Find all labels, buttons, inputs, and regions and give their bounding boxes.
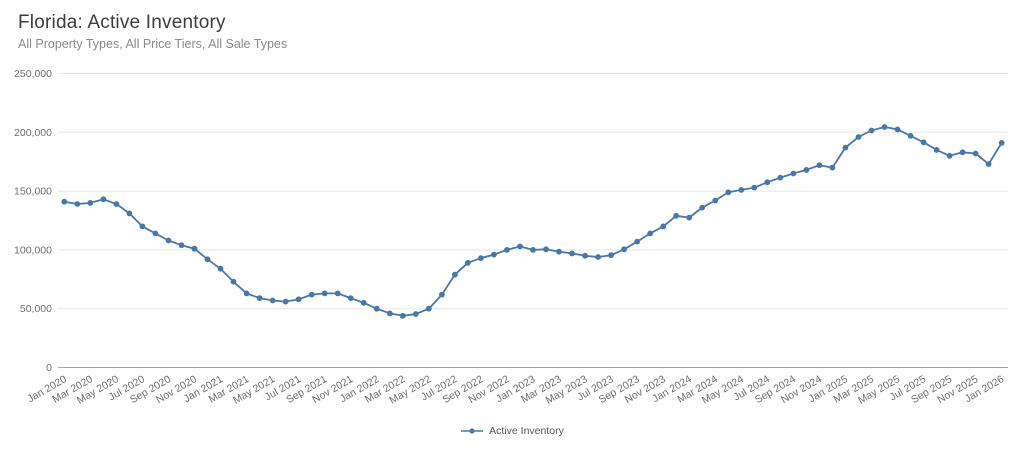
series-active-inventory	[61, 124, 1005, 319]
data-point-marker	[412, 311, 419, 317]
data-point-marker	[491, 251, 497, 258]
data-point-marker	[777, 174, 784, 181]
line-chart-canvas: 0 50,000 100,000 150,000 200,000 250,000 Jan 2…	[14, 68, 1008, 407]
data-point-marker	[425, 305, 432, 312]
data-point-marker	[386, 310, 393, 317]
data-point-marker	[582, 252, 588, 259]
y-tick-label: 150,000	[14, 186, 52, 198]
data-point-marker	[465, 259, 471, 266]
data-point-marker	[946, 152, 953, 159]
chart-title: Florida: Active Inventory	[18, 12, 226, 33]
data-point-marker	[478, 255, 484, 261]
data-point-marker	[855, 134, 862, 140]
data-point-marker	[738, 187, 745, 193]
data-point-marker	[543, 246, 549, 253]
data-point-marker	[61, 198, 68, 205]
data-point-marker	[985, 161, 992, 168]
data-point-marker	[894, 126, 901, 133]
data-point-marker	[608, 252, 614, 259]
data-point-marker	[256, 295, 263, 301]
data-point-marker	[699, 204, 706, 211]
data-point-marker	[556, 248, 562, 255]
chart-header: Florida: Active Inventory All Property T…	[18, 12, 287, 51]
data-point-marker	[191, 245, 198, 252]
data-point-marker	[230, 278, 237, 285]
data-point-marker	[907, 132, 914, 139]
data-point-marker	[269, 297, 276, 304]
data-point-marker	[660, 223, 667, 230]
data-point-marker	[829, 164, 836, 171]
data-point-marker	[881, 124, 888, 130]
data-point-marker	[920, 139, 927, 146]
data-point-marker	[295, 296, 302, 303]
data-point-marker	[595, 254, 601, 260]
data-point-marker	[803, 167, 810, 173]
data-point-marker	[334, 290, 341, 297]
legend-label: Active Inventory	[489, 425, 564, 437]
data-point-marker	[360, 299, 367, 306]
y-tick-label: 0	[46, 362, 52, 374]
data-point-marker	[712, 197, 719, 204]
data-point-marker	[243, 290, 250, 297]
data-point-marker	[100, 196, 107, 203]
data-point-marker	[87, 200, 94, 206]
data-point-marker	[673, 212, 680, 219]
data-point-marker	[139, 223, 146, 230]
chart-subtitle: All Property Types, All Price Tiers, All…	[18, 37, 288, 51]
data-point-marker	[399, 312, 406, 319]
legend: Active Inventory	[0, 421, 1024, 441]
data-point-marker	[725, 189, 732, 196]
data-point-marker	[204, 256, 211, 263]
y-tick-label: 50,000	[20, 303, 52, 315]
data-point-marker	[868, 127, 875, 134]
data-point-marker	[790, 170, 797, 177]
data-point-marker	[504, 247, 510, 253]
data-point-marker	[74, 201, 81, 207]
data-point-marker	[308, 291, 315, 298]
data-point-marker	[998, 140, 1005, 146]
data-point-marker	[165, 237, 172, 244]
y-tick-label: 250,000	[14, 68, 52, 80]
data-point-marker	[621, 246, 627, 253]
data-point-marker	[751, 184, 758, 191]
data-point-marker	[373, 305, 380, 312]
y-axis-tick-labels: 0 50,000 100,000 150,000 200,000 250,000	[14, 68, 52, 374]
data-point-marker	[686, 214, 693, 221]
y-tick-label: 200,000	[14, 127, 52, 139]
data-point-marker	[569, 250, 575, 257]
data-point-marker	[113, 201, 120, 207]
legend-line-marker-icon	[460, 426, 484, 436]
data-point-marker	[816, 162, 823, 169]
data-point-marker	[126, 210, 133, 217]
data-point-marker	[647, 230, 654, 237]
data-point-marker	[959, 149, 966, 156]
data-point-marker	[217, 265, 224, 272]
data-point-marker	[321, 290, 328, 297]
data-point-marker	[933, 147, 940, 153]
data-point-marker	[452, 271, 458, 278]
gridlines	[58, 73, 1008, 368]
data-point-marker	[634, 238, 640, 245]
data-point-marker	[282, 298, 289, 305]
data-point-marker	[530, 247, 536, 253]
data-point-marker	[152, 230, 159, 237]
data-point-marker	[517, 243, 523, 250]
y-tick-label: 100,000	[14, 244, 52, 256]
data-point-marker	[347, 295, 354, 301]
series-line	[63, 126, 1003, 317]
data-point-marker	[972, 150, 979, 157]
data-point-marker	[439, 291, 445, 298]
data-point-marker	[764, 179, 771, 186]
data-point-marker	[178, 242, 185, 249]
data-point-marker	[842, 144, 849, 151]
